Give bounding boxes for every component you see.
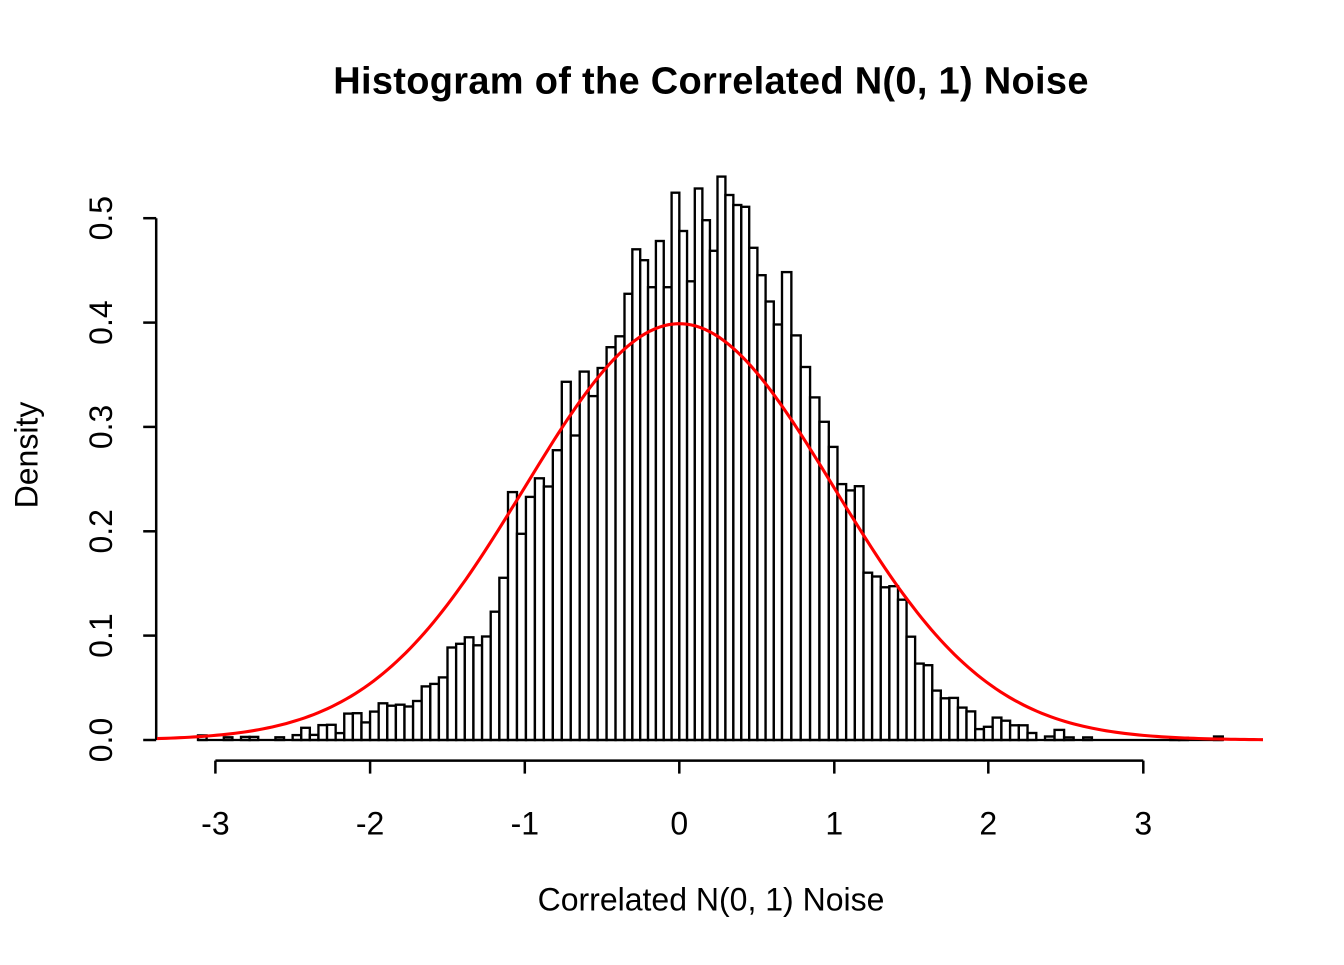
svg-text:0.2: 0.2 <box>83 509 119 553</box>
svg-text:3: 3 <box>1134 806 1152 842</box>
svg-text:0.4: 0.4 <box>83 300 119 344</box>
svg-text:0.0: 0.0 <box>83 718 119 762</box>
svg-text:Correlated N(0, 1) Noise: Correlated N(0, 1) Noise <box>538 882 885 918</box>
svg-text:1: 1 <box>825 806 843 842</box>
svg-text:0: 0 <box>670 806 688 842</box>
svg-text:Histogram of the Correlated N(: Histogram of the Correlated N(0, 1) Nois… <box>333 61 1089 103</box>
svg-text:0.3: 0.3 <box>83 405 119 449</box>
svg-text:0.1: 0.1 <box>83 613 119 657</box>
svg-text:0.5: 0.5 <box>83 196 119 240</box>
svg-text:-3: -3 <box>201 806 229 842</box>
svg-text:-2: -2 <box>356 806 384 842</box>
svg-text:Density: Density <box>8 402 44 509</box>
svg-text:-1: -1 <box>511 806 539 842</box>
svg-text:2: 2 <box>979 806 997 842</box>
